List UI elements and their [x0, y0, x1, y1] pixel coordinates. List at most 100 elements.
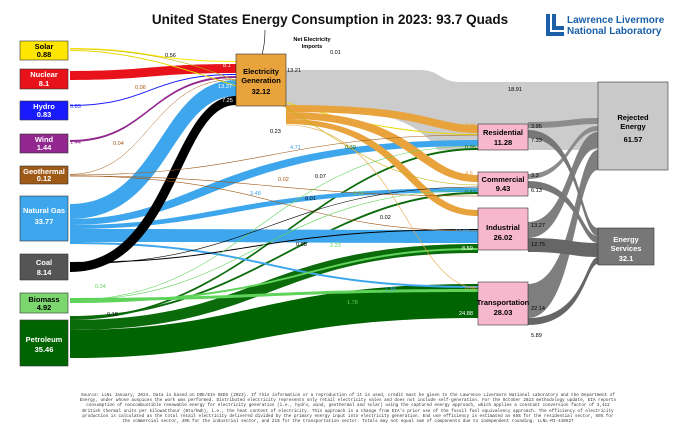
label-pet-res: 0.18	[107, 312, 118, 318]
flow-ng-elec	[70, 80, 236, 219]
source-value-hydro: 0.83	[37, 110, 52, 119]
source-box-petroleum[interactable]	[19, 319, 69, 367]
flow-elec-res	[286, 105, 478, 133]
flow-com-rejected	[528, 126, 598, 179]
source-value-biomass: 4.92	[37, 303, 52, 312]
source-box-geothermal[interactable]	[19, 165, 69, 185]
source-name-geothermal: Geothermal	[23, 167, 65, 176]
label-trans-serv: 5.89	[531, 333, 542, 339]
label-nuclear-elec: 8.1	[223, 63, 231, 69]
label-ng-elec: 13.37	[218, 84, 232, 90]
label-geo-elec: 0.06	[135, 85, 146, 91]
source-footnote: Source: LLNL January, 2024. Data is base…	[79, 393, 617, 425]
electricity-name-1: Electricity	[243, 67, 280, 76]
label-geo-com: 0.02	[278, 177, 289, 183]
source-name-wind: Wind	[35, 135, 54, 144]
rejected-name-2: Energy	[620, 122, 646, 131]
label-res-rej: 3.95	[531, 124, 542, 130]
sector-value-residential: 11.28	[494, 138, 512, 147]
source-value-nuclear: 8.1	[39, 79, 49, 88]
electricity-name-2: Generation	[241, 76, 281, 85]
sector-boxes	[477, 123, 529, 326]
rejected-name-1: Rejected	[617, 113, 649, 122]
label-solar-elec: 0.56	[165, 53, 176, 59]
sector-value-industrial: 26.02	[494, 233, 513, 242]
rejected-value: 61.57	[624, 135, 643, 144]
flow-res-services	[528, 130, 598, 236]
net-imports-label-1: Net Electricity	[293, 37, 331, 43]
sector-name-industrial: Industrial	[486, 223, 520, 232]
source-box-solar[interactable]	[19, 40, 69, 61]
source-name-petroleum: Petroleum	[26, 335, 63, 344]
flow-ng-res	[70, 140, 478, 225]
sector-box-industrial[interactable]	[477, 207, 529, 251]
label-com-serv: 6.13	[531, 188, 542, 194]
label-ng-com: 3.48	[250, 191, 261, 197]
flow-pet-trans	[70, 284, 478, 358]
source-box-hydro[interactable]	[19, 100, 69, 121]
net-imports-label-2: Imports	[302, 44, 323, 50]
label-elec-trans: 0.02	[465, 286, 476, 292]
source-value-petroleum: 35.46	[35, 345, 54, 354]
sector-box-transportation[interactable]	[477, 281, 529, 326]
label-bio-com: 0.18	[353, 191, 364, 197]
flow-ind-rejected	[528, 132, 598, 238]
flow-value-labels: 0.56 8.1 0.83 1.44 0.06 0.04 13.37 7.25 …	[70, 53, 545, 339]
label-biomass-trans: 1.78	[347, 300, 358, 306]
source-box-biomass[interactable]	[19, 292, 69, 314]
flow-ng-com	[70, 188, 478, 229]
source-boxes	[19, 40, 69, 367]
source-box-coal[interactable]	[19, 253, 69, 281]
label-trans-rej: 22.14	[531, 306, 545, 312]
sector-box-commercial[interactable]	[477, 171, 529, 197]
label-ng-res: 4.71	[290, 145, 301, 151]
flow-ng-trans	[70, 242, 478, 288]
label-elec-res: 4.95	[465, 123, 476, 129]
source-name-natural-gas: Natural Gas	[23, 206, 65, 215]
label-elec-ind: 3.44	[465, 211, 476, 217]
label-geo-ind: 0.02	[380, 215, 391, 221]
logo-line-2: National Laboratory	[567, 26, 662, 37]
source-value-coal: 8.14	[37, 268, 52, 277]
flow-pet-ind	[70, 244, 478, 330]
page-title: United States Energy Consumption in 2023…	[151, 12, 509, 27]
flow-elec-ind	[286, 119, 478, 216]
electricity-generation-box[interactable]	[235, 53, 287, 107]
electricity-value: 32.12	[252, 87, 271, 96]
source-box-wind[interactable]	[19, 133, 69, 154]
label-pet-ind: 8.59	[462, 246, 473, 252]
sector-value-commercial: 9.43	[496, 184, 511, 193]
thin-flow-lines	[69, 29, 479, 301]
label-res-serv: 7.33	[531, 138, 542, 144]
energy-services-box[interactable]	[597, 227, 655, 266]
label-coal-com: 0.01	[305, 196, 316, 202]
flow-res-rejected	[528, 118, 598, 128]
source-value-natural-gas: 33.77	[35, 217, 54, 226]
label-pet-trans: 24.88	[459, 311, 473, 317]
source-name-coal: Coal	[36, 258, 52, 267]
flow-ind-services	[528, 238, 598, 257]
label-pet-com: 0.39	[345, 145, 356, 151]
sector-name-commercial: Commercial	[482, 175, 525, 184]
label-pet-res2: 0.95	[465, 145, 476, 151]
label-rejected-total: 18.91	[508, 87, 522, 93]
source-box-natural-gas[interactable]	[19, 195, 69, 242]
source-value-wind: 1.44	[37, 143, 52, 152]
rejected-energy-box[interactable]	[597, 81, 669, 171]
label-ng-ind: 10.86	[455, 229, 469, 235]
services-name-2: Services	[611, 244, 642, 253]
flow-solar-elec	[70, 48, 236, 62]
net-imports-value: 0.01	[330, 50, 341, 56]
flow-trans-services	[528, 257, 598, 325]
source-name-nuclear: Nuclear	[30, 70, 58, 79]
flow-coal-elec	[70, 96, 236, 272]
source-box-nuclear[interactable]	[19, 68, 69, 90]
label-pet-com2: 0.87	[465, 190, 476, 196]
sector-box-residential[interactable]	[477, 123, 529, 151]
services-name-1: Energy	[613, 235, 639, 244]
flow-com-services	[528, 181, 598, 243]
label-solar-com: 0.07	[315, 174, 326, 180]
logo-line-1: Lawrence Livermore	[567, 15, 665, 26]
source-name-solar: Solar	[35, 42, 54, 51]
